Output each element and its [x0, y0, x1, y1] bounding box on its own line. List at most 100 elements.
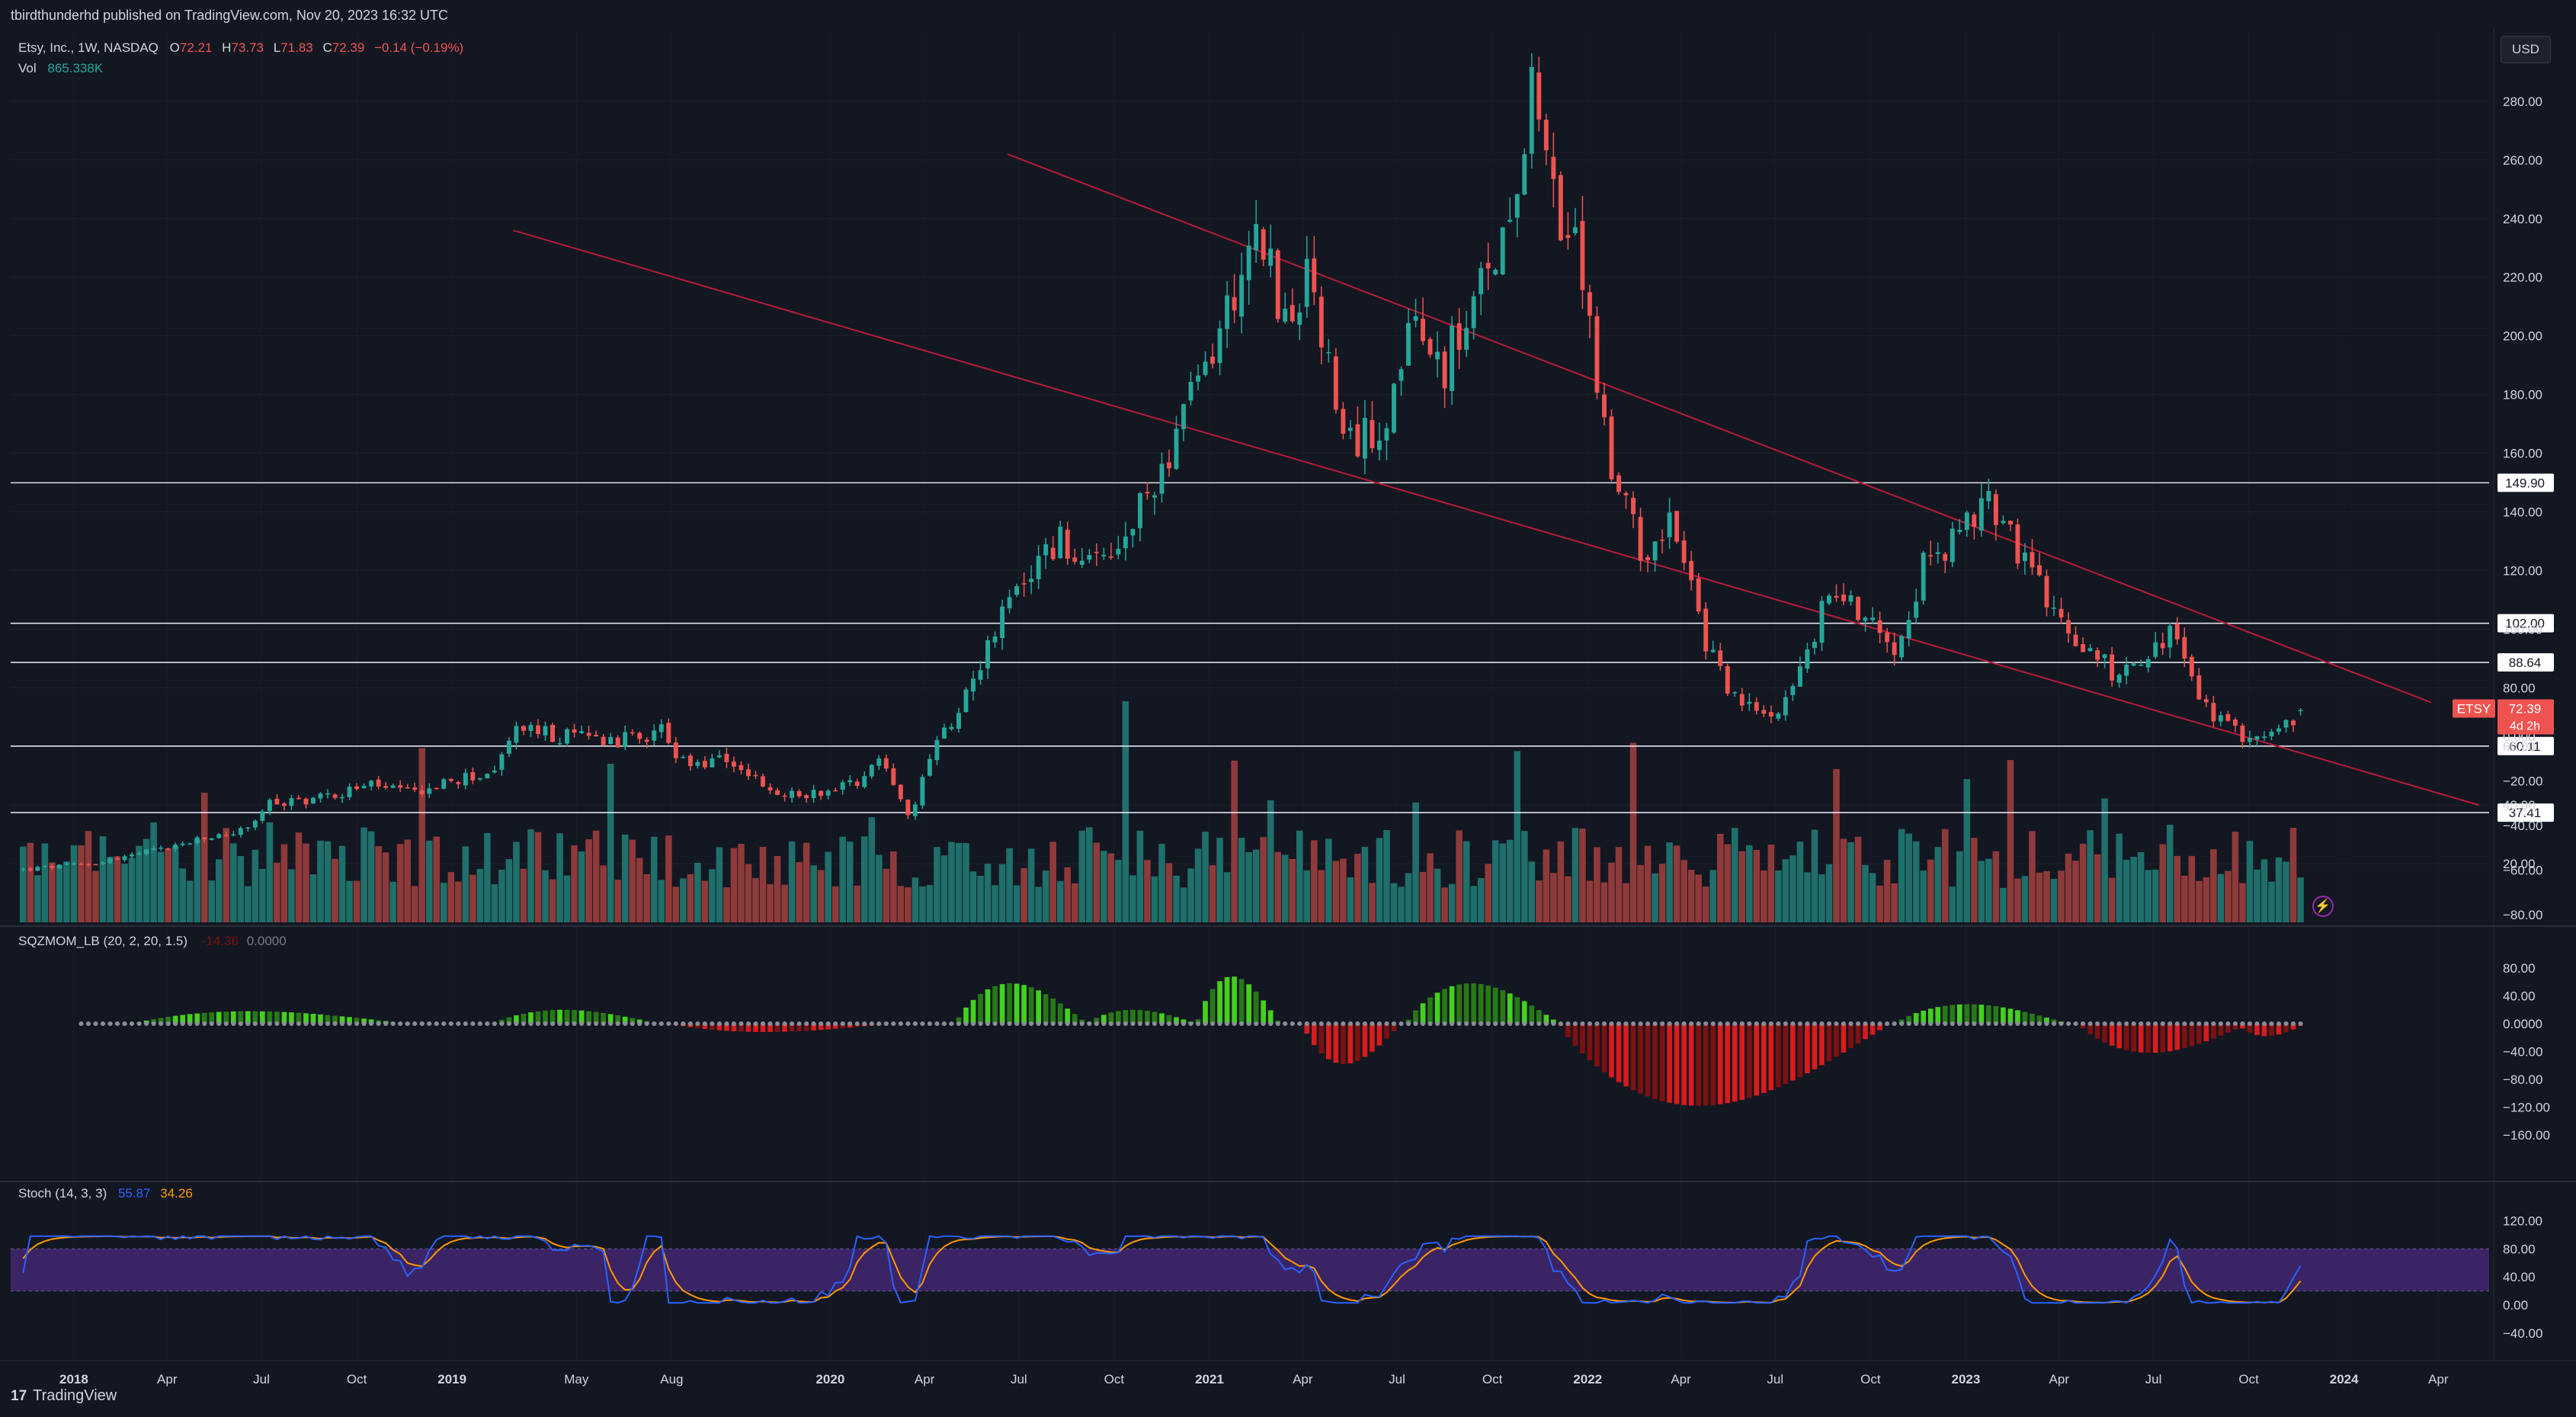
squeeze-dot — [819, 1021, 824, 1026]
squeeze-dot — [608, 1021, 614, 1026]
high-value: 73.73 — [231, 40, 264, 55]
horizontal-levels[interactable]: 149.90 102.00 88.64 60.11 37.41 — [11, 473, 2554, 822]
squeeze-dot — [876, 1021, 882, 1026]
volume-bar — [1383, 830, 1390, 922]
volume-bar — [934, 847, 940, 922]
candle-body — [1007, 597, 1012, 609]
squeeze-dot — [739, 1021, 744, 1026]
squeeze-dot — [1159, 1021, 1165, 1026]
momentum-bar — [194, 1013, 200, 1024]
candle-body — [1978, 498, 1984, 531]
candle-body — [985, 640, 990, 668]
volume-bar — [2000, 887, 2007, 922]
volume-bar — [1985, 858, 1992, 922]
volume-axis-tick: −80.00 — [2503, 908, 2542, 922]
momentum-bar — [1645, 1024, 1651, 1097]
squeeze-dot — [2116, 1021, 2122, 1026]
candle-body — [180, 843, 185, 845]
squeeze-dot — [2218, 1021, 2223, 1026]
volume-bar — [846, 842, 854, 922]
squeeze-dot — [405, 1021, 410, 1026]
time-axis-tick: Apr — [2428, 1372, 2449, 1387]
candle-body — [151, 848, 156, 851]
candle-body — [862, 776, 867, 787]
candle-body — [354, 786, 360, 790]
momentum-bar — [1739, 1024, 1745, 1100]
squeeze-dot — [1819, 1021, 1825, 1026]
volume-bar — [491, 883, 498, 922]
stoch-title[interactable]: Stoch (14, 3, 3) — [18, 1186, 107, 1201]
price-candles[interactable] — [21, 53, 2303, 873]
candle-body — [2232, 719, 2238, 726]
volume-bar — [1325, 838, 1332, 922]
volume-bar — [324, 841, 332, 922]
pane-separators[interactable] — [0, 29, 2576, 1361]
candle-body — [1631, 498, 1636, 515]
candle-body — [1399, 369, 1404, 381]
volume-bar — [223, 828, 230, 922]
candle-body — [470, 772, 476, 781]
volume-bar — [367, 831, 375, 922]
volume-bar — [759, 847, 767, 922]
momentum-bar — [564, 1009, 570, 1024]
volume-bar — [346, 880, 353, 922]
lightning-icon[interactable]: ⚡ — [2312, 896, 2334, 917]
time-axis-tick: Jul — [1011, 1372, 1027, 1387]
candle-body — [1993, 494, 1998, 525]
brand[interactable]: 17 TradingView — [11, 1387, 117, 1405]
candle-body — [281, 803, 287, 806]
volume-bar — [926, 885, 934, 922]
candle-body — [1718, 650, 1723, 666]
volume-bar — [136, 845, 143, 922]
squeeze-dot — [1435, 1021, 1440, 1026]
candle-body — [260, 811, 265, 821]
candle-body — [1870, 617, 1876, 620]
candle-body — [1159, 463, 1165, 494]
squeeze-dot — [1848, 1021, 1854, 1026]
brand-label: TradingView — [33, 1387, 117, 1404]
candle-body — [2037, 565, 2042, 575]
volume-bar — [1209, 865, 1216, 922]
trendlines[interactable] — [513, 153, 2479, 806]
squeeze-dot — [1993, 1021, 1998, 1026]
squeeze-dot — [1225, 1021, 1230, 1026]
volume-bar — [868, 817, 876, 922]
time-axis-tick: Jul — [253, 1372, 270, 1387]
momentum-bar — [1463, 983, 1469, 1024]
volume-bar — [179, 868, 186, 922]
momentum-bar — [1942, 1005, 1948, 1024]
volume-bar — [2130, 856, 2137, 922]
volume-bar — [396, 844, 404, 922]
momentum-bar — [1993, 1006, 1999, 1024]
volume-bar — [723, 887, 730, 922]
volume-bar — [1738, 851, 1746, 922]
stoch-k-value: 55.87 — [117, 1186, 151, 1201]
candle-body — [1471, 296, 1476, 329]
candle-body — [2211, 703, 2216, 722]
trendline — [1007, 153, 2432, 704]
volume-bar — [1761, 870, 1767, 922]
squeeze-dot — [1565, 1021, 1571, 1026]
volume-bar — [1666, 842, 1673, 922]
symbol-label[interactable]: Etsy, Inc., 1W, NASDAQ — [18, 40, 159, 55]
volume-label[interactable]: Vol — [18, 61, 37, 75]
volume-bar — [2058, 870, 2065, 922]
volume-bar — [738, 844, 745, 922]
momentum-bar — [1391, 1024, 1397, 1031]
time-axis-tick: Oct — [1482, 1372, 1503, 1387]
candle-body — [1841, 594, 1846, 601]
momentum-bar — [1855, 1024, 1861, 1044]
volume-bar — [338, 845, 346, 922]
volume-bar — [259, 868, 266, 922]
momentum-bar — [543, 1010, 548, 1024]
candle-body — [971, 678, 976, 692]
candle-body — [956, 713, 961, 729]
level-label: 102.00 — [2505, 617, 2545, 631]
currency-button[interactable]: USD — [2501, 36, 2551, 63]
volume-bar — [78, 845, 85, 922]
candle-body — [1203, 361, 1208, 375]
sqzmom-title[interactable]: SQZMOM_LB (20, 2, 20, 1.5) — [18, 934, 188, 948]
momentum-bar — [1594, 1024, 1600, 1067]
volume-bar — [295, 832, 303, 922]
